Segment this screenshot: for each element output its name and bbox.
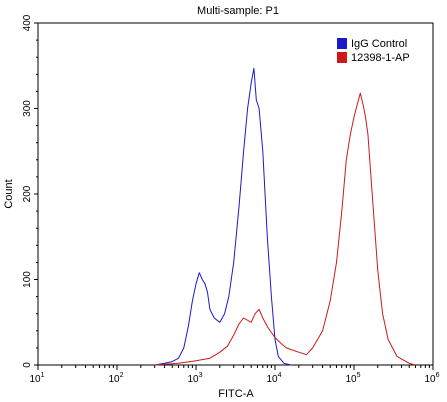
legend-label: 12398-1-AP	[351, 52, 410, 64]
series-line	[154, 92, 416, 366]
x-axis-label: FITC-A	[218, 388, 254, 400]
x-axis: 101 102 103 104 105 106	[29, 365, 440, 385]
x-tick-label: 103	[187, 372, 202, 385]
y-tick-label: 300	[22, 100, 33, 117]
x-tick-label: 105	[345, 372, 360, 385]
x-tick-label: 106	[424, 372, 439, 385]
y-axis: 0 100 200 300 400	[22, 14, 38, 368]
series-line	[154, 67, 292, 366]
x-tick-label: 104	[266, 372, 281, 385]
legend-swatch	[337, 52, 347, 63]
y-tick-label: 0	[22, 362, 33, 368]
legend-label: IgG Control	[351, 38, 407, 50]
y-tick-label: 100	[22, 271, 33, 288]
legend: IgG Control 12398-1-AP	[337, 38, 410, 64]
y-tick-label: 200	[22, 185, 33, 202]
series-layer	[154, 67, 416, 366]
x-tick-label: 101	[29, 372, 44, 385]
legend-swatch	[337, 38, 347, 49]
y-tick-label: 400	[22, 14, 33, 31]
plot-frame	[37, 22, 434, 366]
x-tick-label: 102	[108, 372, 123, 385]
chart-title: Multi-sample: P1	[197, 5, 279, 17]
y-axis-label: Count	[3, 179, 15, 208]
